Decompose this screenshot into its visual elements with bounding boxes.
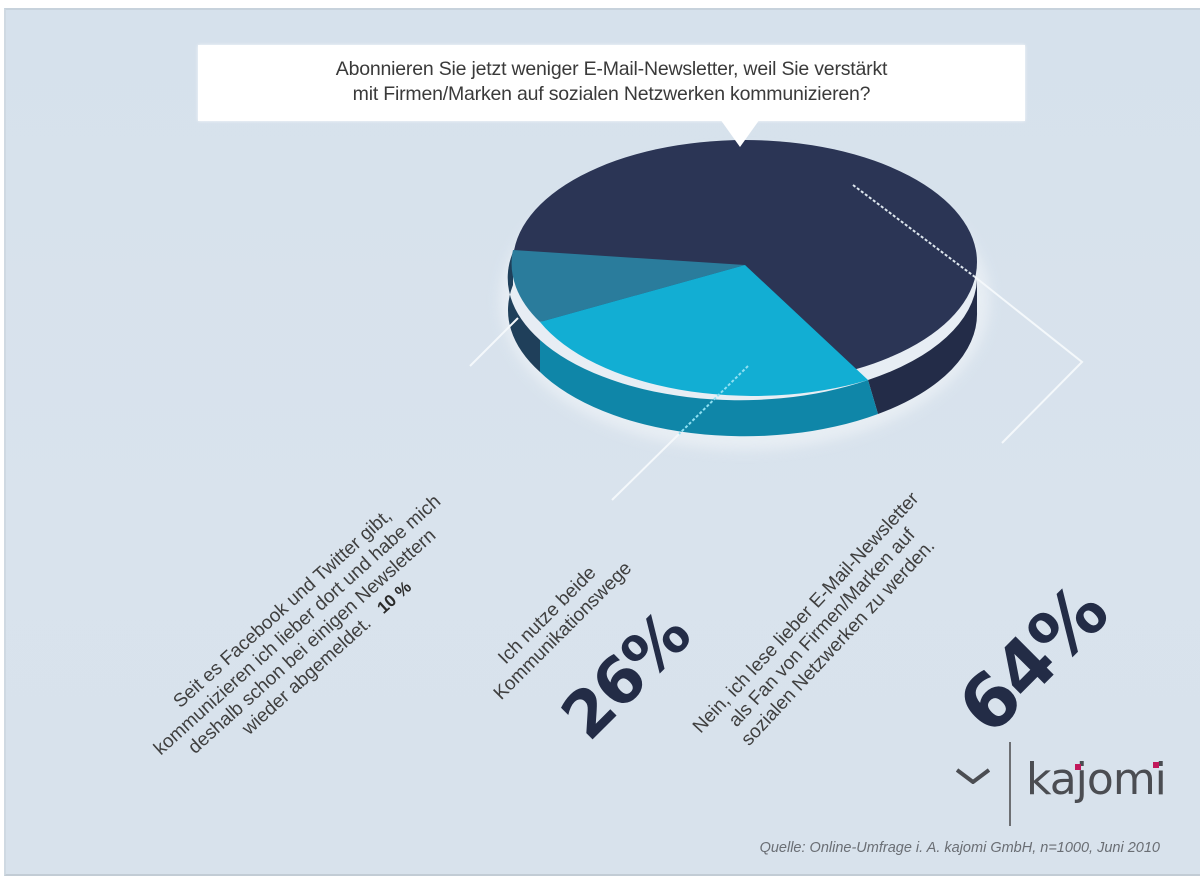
- logo-dot-i: [1153, 762, 1159, 768]
- callout-pointer: [720, 119, 760, 147]
- leader-line-newsletter: [852, 184, 1084, 444]
- logo-divider: [1009, 742, 1011, 826]
- logo-text: kajomi: [1026, 754, 1167, 805]
- pie-side-social: [507, 252, 540, 372]
- infographic-panel: [4, 8, 1200, 876]
- question-callout: Abonnieren Sie jetzt weniger E-Mail-News…: [198, 45, 1025, 121]
- kajomi-chevron-icon: [956, 768, 990, 784]
- question-line-1: Abonnieren Sie jetzt weniger E-Mail-News…: [335, 58, 888, 80]
- pie-slice-social: [511, 250, 745, 322]
- logo-dot-j: [1075, 764, 1081, 770]
- pie-slice-both: [540, 265, 868, 396]
- question-line-2: mit Firmen/Marken auf sozialen Netzwerke…: [352, 83, 871, 105]
- leader-line-both: [611, 365, 749, 501]
- pie-side-both: [540, 340, 878, 437]
- pie-side-newsletter: [868, 280, 978, 414]
- leader-line-social: [469, 317, 519, 367]
- source-note: Quelle: Online-Umfrage i. A. kajomi GmbH…: [759, 840, 1160, 856]
